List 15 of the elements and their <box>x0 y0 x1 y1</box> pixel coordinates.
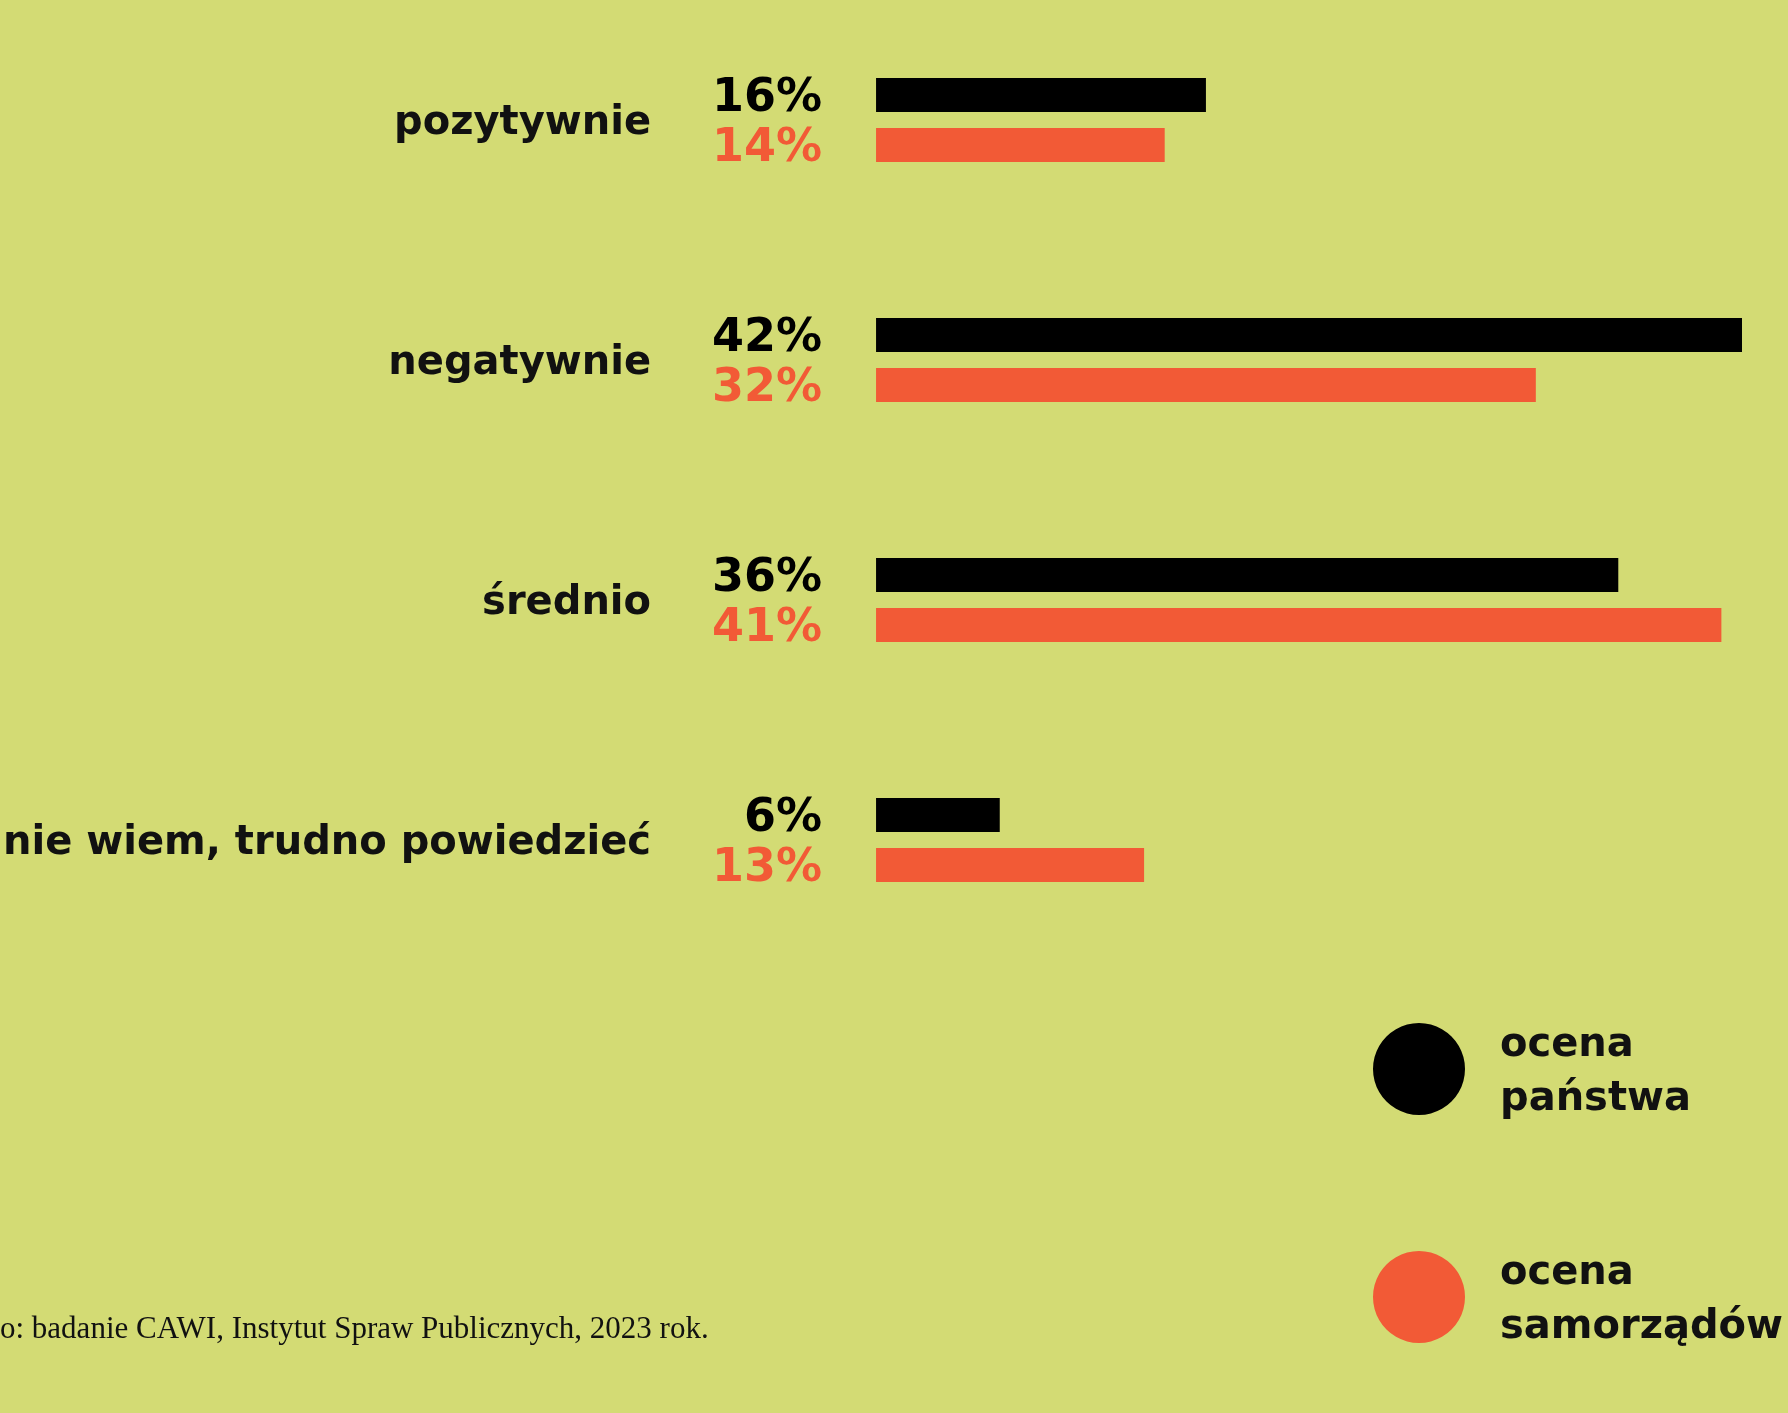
bar <box>876 318 1742 353</box>
bar <box>876 607 1722 642</box>
y-tick-label: negatywnie <box>388 337 652 383</box>
y-tick-label: średnio <box>482 577 652 623</box>
bar <box>876 558 1619 593</box>
text: o: badanie CAWI, Instytut Spraw Publicznych, 2023 rok. <box>0 1310 709 1345</box>
y-tick-label: pozytywnie <box>394 97 652 143</box>
legend-label: ocena państwa <box>1500 1019 1691 1119</box>
y-tick-label: nie wiem, trudno powiedzieć <box>3 817 652 863</box>
bar <box>876 127 1165 162</box>
bar <box>876 367 1536 402</box>
bar <box>876 798 1000 833</box>
bar <box>876 78 1206 113</box>
legend-label: ocena samorządów <box>1500 1247 1784 1347</box>
bar <box>876 847 1145 882</box>
